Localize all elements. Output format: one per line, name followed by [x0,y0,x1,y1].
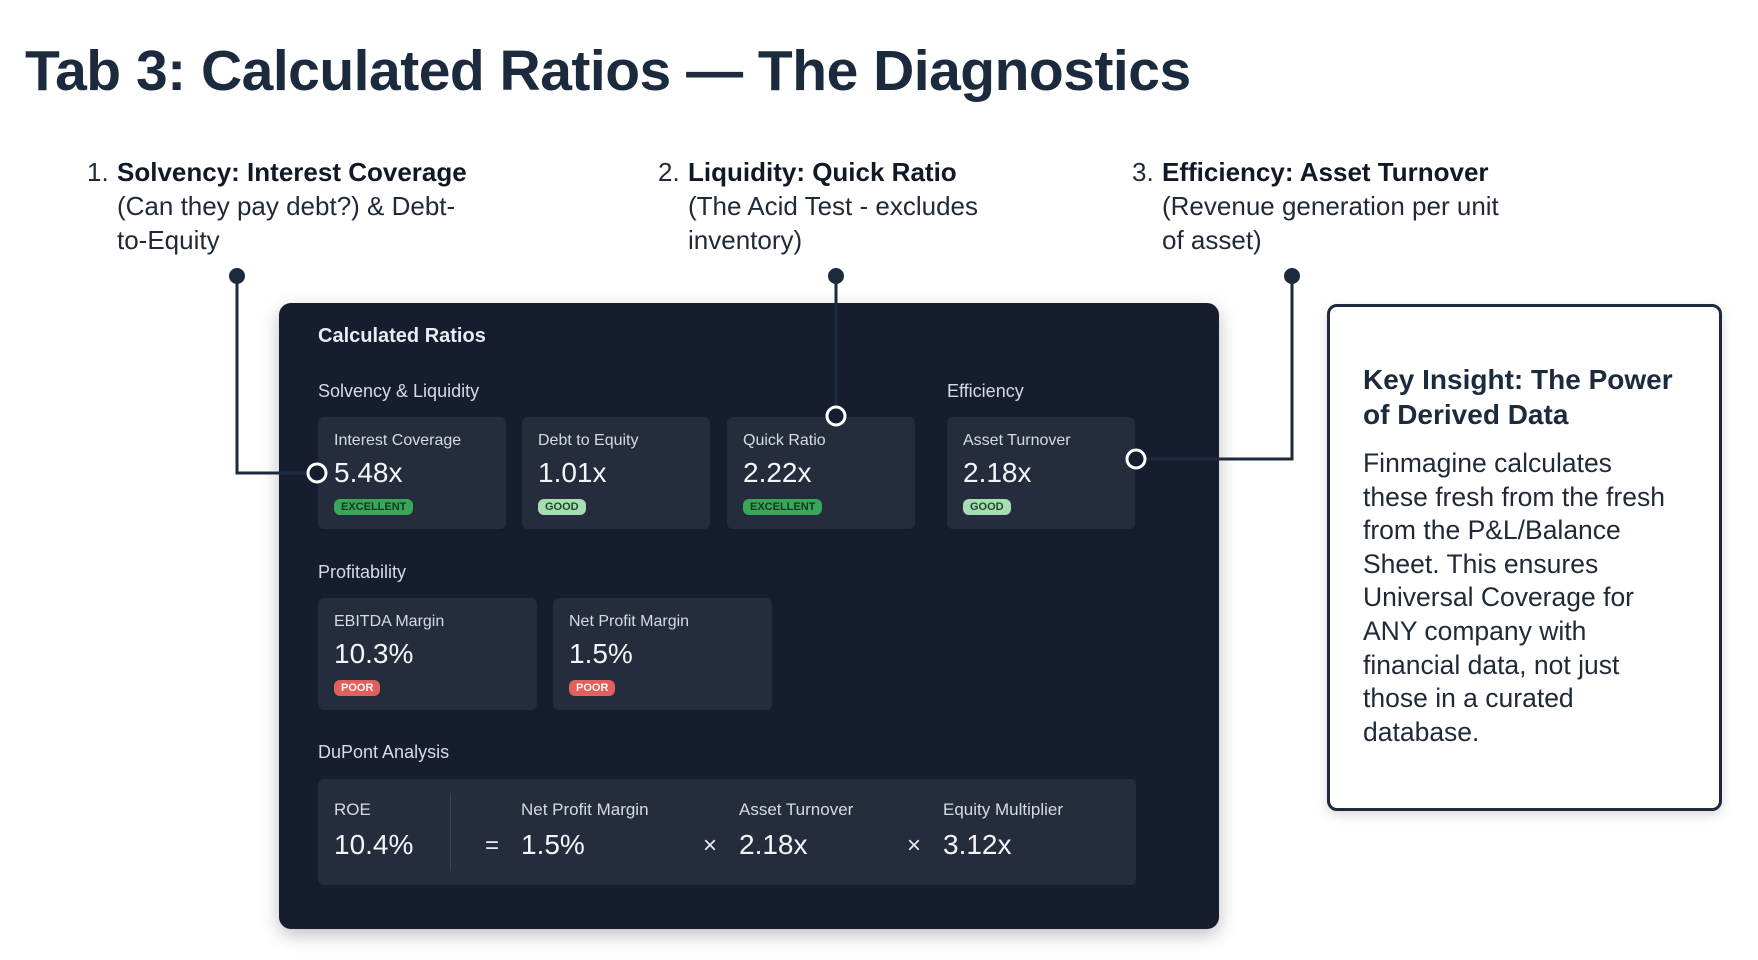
ratio-card: Quick Ratio 2.22x EXCELLENT [727,417,915,529]
section-title: Efficiency [947,381,1024,401]
annotation-title: Liquidity: Quick Ratio [688,157,957,187]
ratio-card: Net Profit Margin 1.5% POOR [553,598,772,710]
annotation: 3. Efficiency: Asset Turnover (Revenue gen… [1132,155,1552,265]
ratio-value: 1.5% [569,638,633,669]
ratio-card: Asset Turnover 2.18x GOOD [947,417,1135,529]
ratio-label: Quick Ratio [743,432,826,449]
ratio-badge: POOR [569,680,616,696]
annotation-description: (The Acid Test - excludes inventory) [688,191,978,255]
insight-box: Key Insight: The Power of Derived Data F… [1327,304,1722,811]
section-title: Solvency & Liquidity [318,381,480,401]
annotation-description: (Can they pay debt?) & Debt-to-Equity [117,191,456,255]
dupont-value: 2.18x [739,829,808,860]
connector-end [1125,448,1147,470]
ratio-value: 2.18x [963,457,1032,488]
page-title: Tab 3: Calculated Ratios — The Diagnosti… [25,39,1191,103]
dupont-label: Asset Turnover [739,800,854,819]
connector-dot [229,268,245,284]
ratio-label: Interest Coverage [334,432,462,449]
annotation-description: (Revenue generation per unit of asset) [1162,191,1499,255]
panel-title: Calculated Ratios [318,325,486,347]
ratio-label: EBITDA Margin [334,613,445,630]
ratio-value: 1.01x [538,457,607,488]
connector-dot [828,268,844,284]
insight-body: Finmagine calculates these fresh from th… [1363,448,1665,747]
dupont-value: 1.5% [521,829,585,860]
section-title: Profitability [318,562,407,582]
ratio-value: 5.48x [334,457,403,488]
ratio-badge: GOOD [963,499,1011,515]
ratio-badge: EXCELLENT [743,499,823,515]
annotation: 1. Solvency: Interest Coverage (Can they p… [87,155,507,265]
ratio-badge: POOR [334,680,381,696]
connector-end [306,462,328,484]
dupont-operator: × [703,832,718,859]
dupont-label: Net Profit Margin [521,800,649,819]
dupont-operator: × [907,832,922,859]
annotation-text: Liquidity: Quick Ratio (The Acid Test - e… [688,155,1048,257]
connector-end [825,405,847,427]
dupont-value: 3.12x [943,829,1012,860]
dupont-label: Equity Multiplier [943,800,1063,819]
annotation-number: 1. [87,157,109,187]
ratio-badge: GOOD [538,499,586,515]
annotation-title: Solvency: Interest Coverage [117,157,467,187]
ratio-label: Debt to Equity [538,432,639,449]
ratio-card: EBITDA Margin 10.3% POOR [318,598,537,710]
section-title: DuPont Analysis [318,742,450,762]
annotation-title: Efficiency: Asset Turnover [1162,157,1489,187]
insight-title: Key Insight: The Power of Derived Data [1363,364,1673,430]
ratio-card: Interest Coverage 5.48x EXCELLENT [318,417,506,529]
ratio-value: 10.3% [334,638,414,669]
connector-line [1136,276,1294,461]
dupont-divider [450,793,451,871]
dupont-operator: = [485,832,500,859]
annotation-text: Solvency: Interest Coverage (Can they pay… [117,155,477,257]
connector-line [235,276,317,475]
annotation-text: Efficiency: Asset Turnover (Revenue gener… [1162,155,1522,257]
dupont-box: ROE 10.4% = Net Profit Margin 1.5% × Asset Tur… [318,779,1136,885]
ratio-value: 2.22x [743,457,812,488]
annotation-number: 3. [1132,157,1154,187]
connector-dot [1284,268,1300,284]
ratio-badge: EXCELLENT [334,499,414,515]
dupont-value: 10.4% [334,829,414,860]
ratio-label: Asset Turnover [963,432,1071,449]
annotation: 2. Liquidity: Quick Ratio (The Acid Test -… [658,155,1078,265]
annotation-number: 2. [658,157,680,187]
dupont-label: ROE [334,800,371,819]
ratio-card: Debt to Equity 1.01x GOOD [522,417,710,529]
ratio-label: Net Profit Margin [569,613,690,630]
